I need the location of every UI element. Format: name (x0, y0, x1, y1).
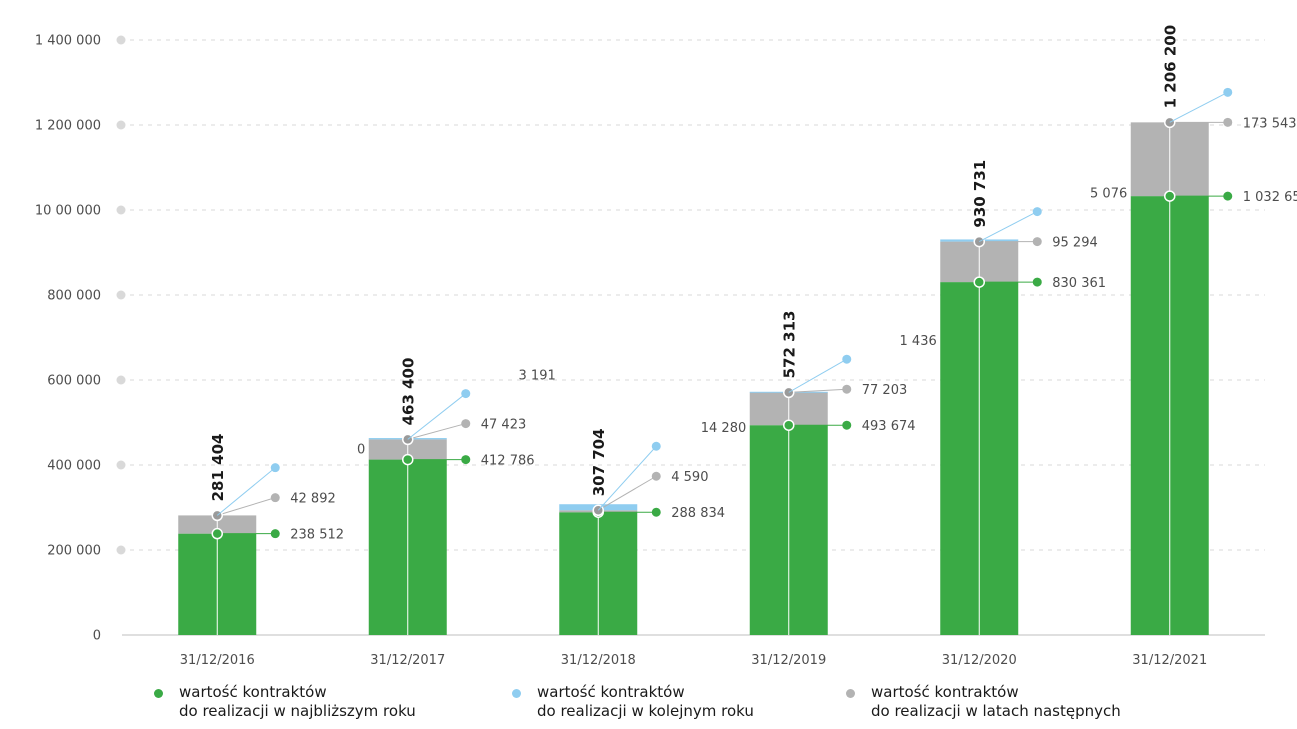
value-label-nearest-year: 1 032 657 (1243, 190, 1297, 205)
callout-line (407, 423, 466, 440)
value-label-next-year: 0 (357, 443, 365, 458)
callout-marker (270, 529, 280, 539)
ytick-marker (116, 290, 126, 300)
callout-anchor (211, 527, 223, 540)
legend-item-nearest-year: wartość kontraktów do realizacji w najbl… (154, 683, 416, 721)
ytick-marker (116, 35, 126, 45)
total-label: 572 313 (781, 311, 799, 379)
callout-line (788, 358, 847, 393)
callout-line (597, 445, 657, 511)
total-label: 307 704 (590, 428, 608, 496)
callout-marker (842, 384, 852, 394)
callout-marker (270, 463, 280, 473)
callout-line (216, 467, 276, 516)
legend-label-line1: wartość kontraktów (537, 683, 685, 701)
total-label: 281 404 (209, 434, 227, 502)
callout-line (597, 475, 657, 511)
callout-marker (651, 471, 661, 481)
value-label-next-year: 14 280 (701, 421, 747, 436)
xtick-label: 31/12/2018 (561, 653, 636, 668)
callout-marker (461, 419, 471, 429)
ytick-marker (116, 375, 126, 385)
ytick-label: 200 000 (47, 544, 101, 559)
callout-line (217, 497, 276, 516)
callout-anchor (973, 276, 985, 288)
callout-marker (1032, 237, 1042, 247)
value-label-following-years: 42 892 (290, 492, 336, 507)
ytick-label: 400 000 (47, 459, 101, 474)
legend-marker-blue (512, 689, 521, 698)
callout-marker (1223, 117, 1233, 127)
callout-marker (842, 420, 852, 430)
callout-marker (1223, 191, 1233, 201)
callout-anchor (402, 453, 414, 466)
callout-line (979, 211, 1038, 243)
legend-label-line2: do realizacji w najbliższym roku (179, 702, 416, 720)
xtick-label: 31/12/2019 (751, 653, 826, 668)
value-label-nearest-year: 830 361 (1052, 276, 1106, 291)
xtick-label: 31/12/2020 (942, 653, 1017, 668)
value-label-following-years: 4 590 (671, 470, 708, 485)
value-label-next-year: 5 076 (1090, 187, 1127, 202)
ytick-label: 10 00 000 (35, 204, 101, 219)
total-label: 1 206 200 (1162, 25, 1180, 109)
value-label-following-years: 95 294 (1052, 236, 1098, 251)
ytick-label: 1 400 000 (35, 34, 101, 49)
legend-label-line2: do realizacji w kolejnym roku (537, 702, 754, 720)
callout-marker (461, 389, 471, 399)
ytick-label: 600 000 (47, 374, 101, 389)
xtick-label: 31/12/2016 (180, 653, 255, 668)
callout-anchor (783, 419, 795, 431)
total-label: 930 731 (971, 160, 989, 228)
ytick-marker (116, 205, 126, 215)
total-label: 463 400 (400, 358, 418, 426)
legend-label-line2: do realizacji w latach następnych (871, 702, 1121, 720)
value-label-nearest-year: 238 512 (290, 528, 344, 543)
legend-label-line1: wartość kontraktów (871, 683, 1019, 701)
value-label-nearest-year: 493 674 (862, 419, 916, 434)
callout-line (407, 393, 467, 440)
callout-line (1169, 91, 1228, 123)
legend-item-following-years: wartość kontraktów do realizacji w latac… (846, 683, 1121, 721)
value-label-following-years: 47 423 (481, 418, 527, 433)
callout-anchor (1164, 190, 1176, 202)
legend-item-next-year: wartość kontraktów do realizacji w kolej… (512, 683, 754, 721)
callout-marker (270, 493, 280, 503)
callout-line (788, 388, 847, 393)
legend-marker-gray (846, 689, 855, 698)
callout-marker (461, 455, 471, 465)
chart-legend: wartość kontraktów do realizacji w najbl… (150, 683, 1250, 729)
ytick-label: 1 200 000 (35, 119, 101, 134)
value-label-following-years: 77 203 (862, 383, 908, 398)
ytick-marker (116, 120, 126, 130)
legend-label-line1: wartość kontraktów (179, 683, 327, 701)
value-label-following-years: 173 543 (1243, 116, 1297, 131)
callout-marker (1032, 207, 1042, 217)
xtick-label: 31/12/2017 (370, 653, 445, 668)
callout-marker (1032, 277, 1042, 287)
callout-marker (651, 507, 661, 517)
ytick-label: 800 000 (47, 289, 101, 304)
xtick-label: 31/12/2021 (1132, 653, 1207, 668)
callout-marker (1223, 87, 1233, 97)
value-label-next-year: 1 436 (900, 334, 937, 349)
callout-marker (842, 354, 852, 364)
callout-marker (651, 441, 661, 451)
ytick-marker (116, 545, 126, 555)
ytick-marker (116, 460, 126, 470)
ytick-label: 0 (93, 629, 101, 644)
value-label-next-year: 3 191 (519, 369, 556, 384)
value-label-nearest-year: 288 834 (671, 506, 725, 521)
legend-marker-green (154, 689, 163, 698)
value-label-nearest-year: 412 786 (481, 454, 535, 469)
